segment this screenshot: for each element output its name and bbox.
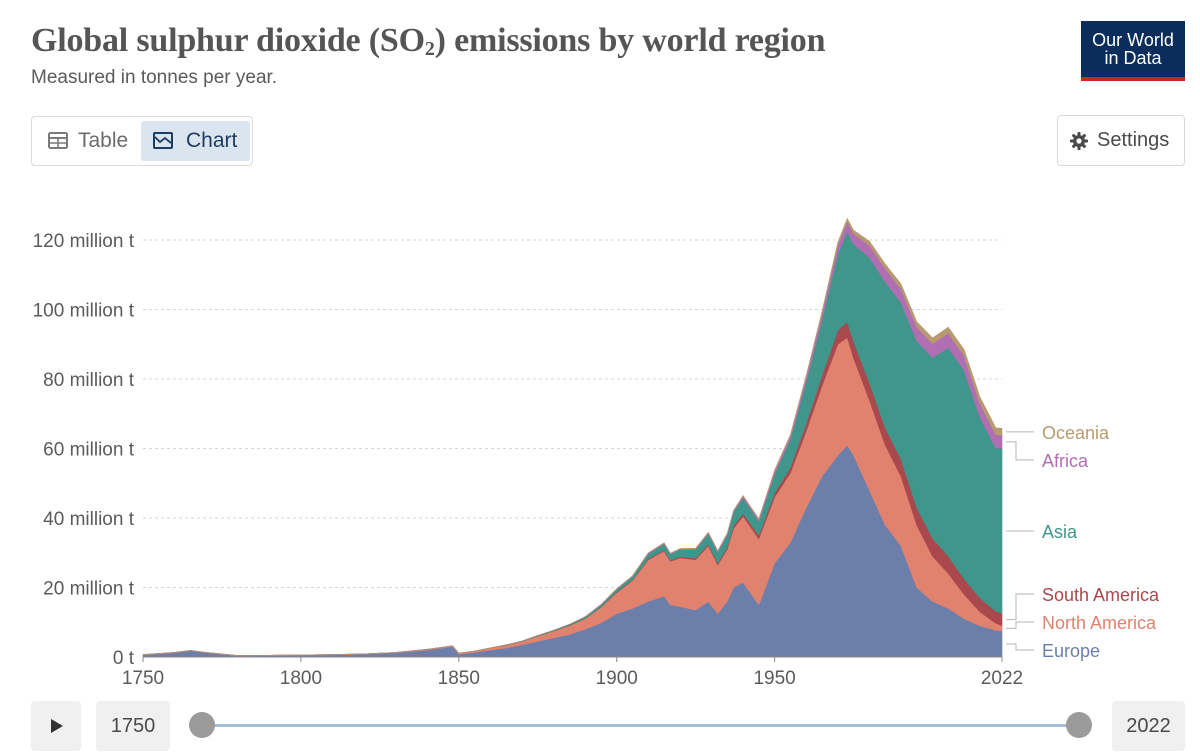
x-tick-label: 1950	[753, 668, 795, 689]
x-axis: 1750 1800 1850 1900 1950 2022	[122, 656, 1023, 689]
legend-label-south-america[interactable]: South America	[1042, 585, 1160, 605]
y-axis: 0 t 20 million t 40 million t 60 million t 8…	[33, 231, 135, 669]
tab-chart-label: Chart	[186, 129, 238, 152]
tab-table-label: Table	[78, 129, 129, 152]
y-tick-label: 0 t	[113, 648, 135, 669]
legend-label-europe[interactable]: Europe	[1042, 641, 1100, 661]
logo-line-1: Our World	[1092, 30, 1174, 50]
legend-connector-south-america	[1006, 593, 1034, 621]
timeline-start-handle[interactable]	[189, 712, 215, 738]
x-tick-label: 1750	[122, 668, 164, 689]
area-oceania[interactable]	[142, 217, 1003, 656]
settings-button[interactable]: Settings	[1057, 115, 1185, 166]
y-tick-label: 120 million t	[33, 231, 135, 252]
y-tick-label: 60 million t	[43, 440, 135, 461]
chart-legend: Oceania Africa Asia South America North Amer…	[1006, 423, 1160, 661]
legend-connector-north-america	[1006, 621, 1034, 629]
chart-areas	[142, 217, 1003, 658]
legend-label-asia[interactable]: Asia	[1042, 522, 1078, 542]
owid-logo[interactable]: Our World in Data	[1081, 21, 1185, 81]
legend-label-oceania[interactable]: Oceania	[1042, 423, 1110, 443]
settings-label: Settings	[1097, 129, 1170, 151]
play-icon	[51, 719, 63, 733]
x-tick-label: 1800	[280, 668, 322, 689]
view-tabs: Table Chart	[31, 116, 253, 166]
timeline-track[interactable]	[201, 724, 1079, 727]
legend-connector-europe	[1006, 643, 1034, 651]
y-tick-label: 20 million t	[43, 579, 135, 600]
gear-icon	[1070, 132, 1088, 150]
chart-icon	[153, 132, 173, 149]
legend-label-north-america[interactable]: North America	[1042, 613, 1157, 633]
timeline-end-handle[interactable]	[1066, 712, 1092, 738]
x-tick-label: 1850	[438, 668, 480, 689]
legend-connector-africa	[1006, 441, 1034, 461]
x-tick-label: 2022	[981, 668, 1023, 689]
y-tick-label: 40 million t	[43, 509, 135, 530]
x-tick-label: 1900	[596, 668, 638, 689]
y-tick-label: 100 million t	[33, 301, 135, 322]
play-button[interactable]	[31, 701, 81, 751]
timeline-start-year[interactable]: 1750	[96, 701, 170, 751]
legend-label-africa[interactable]: Africa	[1042, 451, 1089, 471]
tab-chart[interactable]: Chart	[141, 121, 250, 161]
y-tick-label: 80 million t	[43, 370, 135, 391]
emissions-area-chart: 0 t 20 million t 40 million t 60 million t 8…	[33, 217, 1160, 689]
chart-subtitle: Measured in tonnes per year.	[31, 67, 278, 88]
table-icon	[48, 132, 68, 149]
tab-table[interactable]: Table	[36, 121, 138, 161]
timeline-end-year[interactable]: 2022	[1112, 701, 1185, 751]
chart-title: Global sulphur dioxide (SO2) emissions b…	[31, 22, 826, 60]
logo-line-2: in Data	[1104, 48, 1162, 68]
